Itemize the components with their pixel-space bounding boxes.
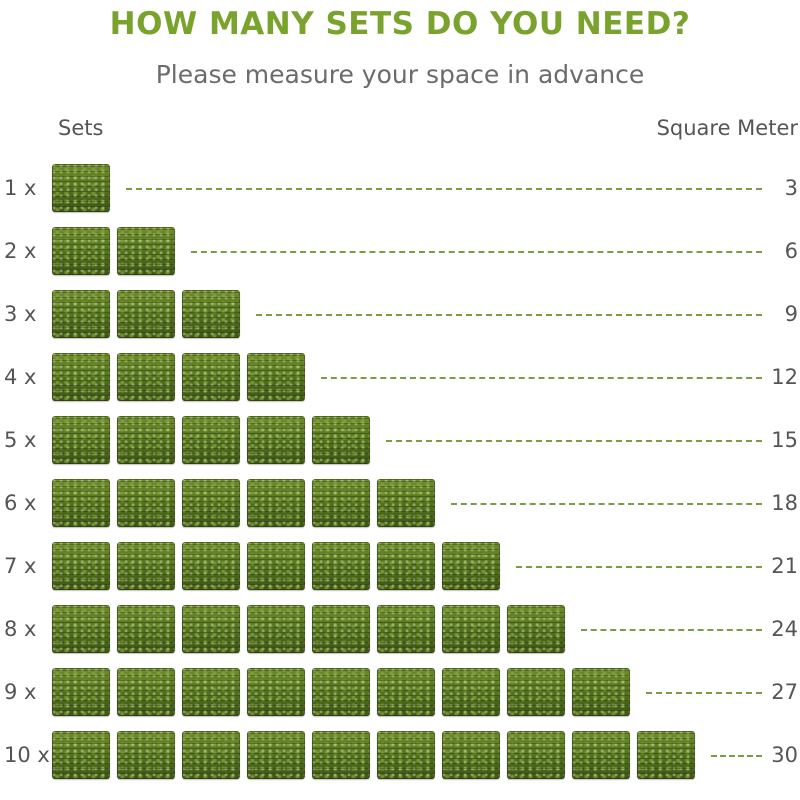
page-subtitle: Please measure your space in advance [155,60,645,89]
grass-tile [507,668,565,716]
grass-tile [52,542,110,590]
dashed-leader-line [191,251,762,253]
square-meter-value: 18 [771,491,798,515]
grass-tile [182,290,240,338]
grass-tile [247,416,305,464]
square-meter-value: 24 [771,617,798,641]
set-count-label: 5 x [4,428,37,452]
table-row: 1 x 3 [0,162,800,218]
grass-tile [117,668,175,716]
grass-tile [117,290,175,338]
grass-tile [312,416,370,464]
table-row: 8 x 24 [0,603,800,659]
square-meter-value: 27 [771,680,798,704]
grass-tile [182,479,240,527]
grass-tile [572,668,630,716]
grass-tile [247,479,305,527]
square-meter-value: 15 [771,428,798,452]
grass-tile [247,542,305,590]
grass-tile [312,605,370,653]
grass-tile [182,542,240,590]
table-row: 2 x 6 [0,225,800,281]
grass-tile [442,668,500,716]
dashed-leader-line [581,629,762,631]
grass-tile [377,479,435,527]
grass-tile [312,542,370,590]
dashed-leader-line [126,188,762,190]
grass-tile [117,479,175,527]
dashed-leader-line [451,503,762,505]
grass-tile [117,605,175,653]
table-row: 3 x 9 [0,288,800,344]
dashed-leader-line [711,755,762,757]
grass-tile [312,479,370,527]
grass-tile [247,731,305,779]
grass-tile [52,290,110,338]
dashed-leader-line [321,377,762,379]
square-meter-value: 12 [771,365,798,389]
grass-tile [377,731,435,779]
grass-tile [442,731,500,779]
grass-tile [117,227,175,275]
grass-tile [52,416,110,464]
set-count-label: 4 x [4,365,37,389]
grass-tile [182,353,240,401]
set-count-label: 10 x [4,743,50,767]
grass-tile [182,668,240,716]
grass-tile [377,542,435,590]
grass-tile [182,605,240,653]
set-count-label: 3 x [4,302,37,326]
dashed-leader-line [646,692,762,694]
grass-tile [117,542,175,590]
set-count-label: 2 x [4,239,37,263]
dashed-leader-line [256,314,762,316]
square-meter-value: 21 [771,554,798,578]
grass-tile [52,227,110,275]
grass-tile [182,731,240,779]
grass-tile [442,605,500,653]
set-count-label: 7 x [4,554,37,578]
set-count-label: 1 x [4,176,37,200]
set-count-label: 9 x [4,680,37,704]
dashed-leader-line [516,566,762,568]
sets-column-header: Sets [58,116,104,140]
page-title: HOW MANY SETS DO YOU NEED? [109,6,691,42]
grass-tile [117,353,175,401]
square-meter-value: 6 [784,239,798,263]
set-count-label: 6 x [4,491,37,515]
grass-tile [52,731,110,779]
square-meter-column-header: Square Meter [656,116,798,140]
grass-tile [442,542,500,590]
table-row: 4 x 12 [0,351,800,407]
grass-tile [312,668,370,716]
grass-tile [52,353,110,401]
grass-tile [52,605,110,653]
grass-tile [377,605,435,653]
grass-tile [182,416,240,464]
grass-tile [247,605,305,653]
table-row: 6 x 18 [0,477,800,533]
grass-tile [247,353,305,401]
grass-tile [377,668,435,716]
square-meter-value: 3 [784,176,798,200]
dashed-leader-line [386,440,762,442]
set-count-label: 8 x [4,617,37,641]
grass-tile [117,416,175,464]
grass-tile [312,731,370,779]
grass-tile [637,731,695,779]
table-row: 9 x 27 [0,666,800,722]
grass-tile [572,731,630,779]
table-row: 10 x 30 [0,729,800,785]
grass-tile [117,731,175,779]
grass-tile [507,605,565,653]
grass-tile [247,668,305,716]
square-meter-value: 9 [784,302,798,326]
grass-tile [52,479,110,527]
grass-tile [507,731,565,779]
grass-tile [52,164,110,212]
grass-tile [52,668,110,716]
table-row: 7 x 21 [0,540,800,596]
square-meter-value: 30 [771,743,798,767]
table-row: 5 x 15 [0,414,800,470]
